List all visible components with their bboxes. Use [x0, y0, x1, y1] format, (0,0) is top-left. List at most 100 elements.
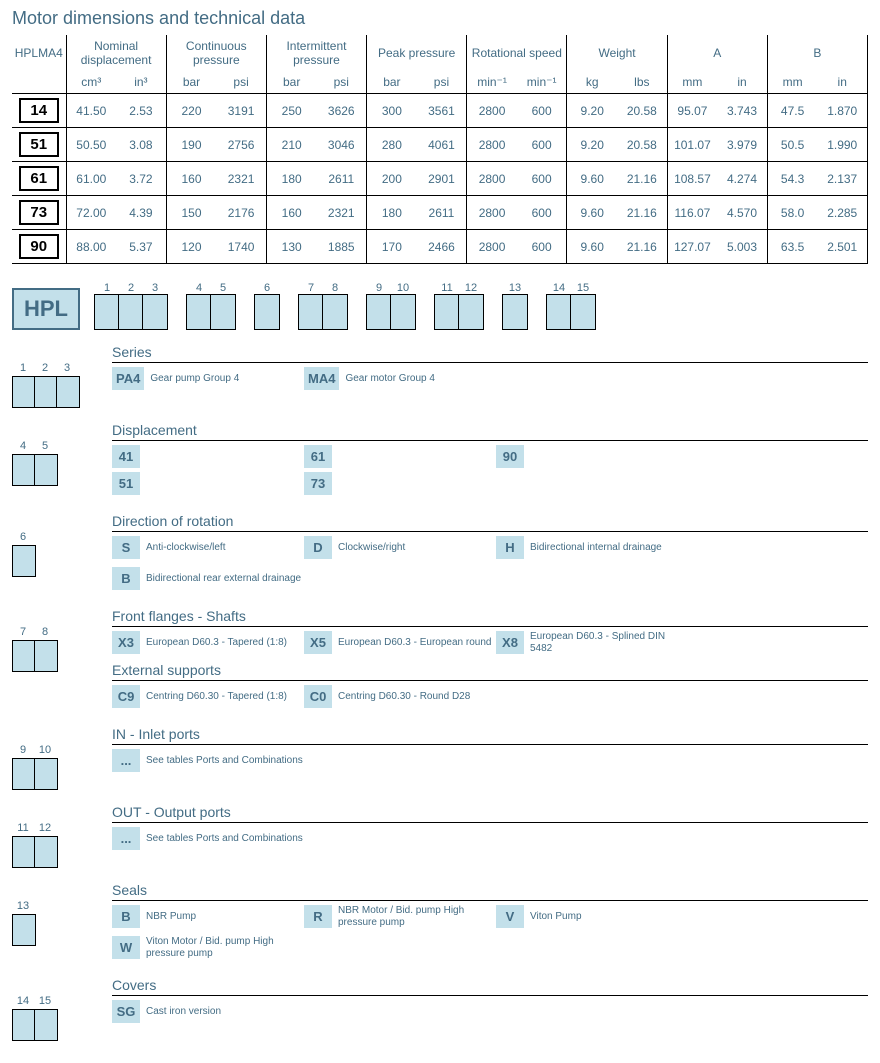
col-group: Peak pressure: [367, 35, 467, 71]
position-number: 4: [187, 282, 211, 294]
config-cell: [211, 295, 235, 329]
table-row: 6161.003.7216023211802611200290128006009…: [12, 162, 868, 196]
table-cell: 2321: [216, 162, 266, 196]
table-cell: 2176: [216, 196, 266, 230]
page-title: Motor dimensions and technical data: [12, 8, 868, 29]
option: BNBR Pump: [112, 905, 304, 928]
config-position-group: 910: [366, 282, 416, 330]
option: SAnti-clockwise/left: [112, 536, 304, 559]
option: 90: [496, 445, 688, 468]
table-cell: 2901: [417, 162, 467, 196]
table-cell: 160: [266, 196, 316, 230]
table-row: 5150.503.0819027562103046280406128006009…: [12, 128, 868, 162]
table-cell: 3.743: [717, 94, 767, 128]
option: BBidirectional rear external drainage: [112, 567, 304, 590]
position-number: 6: [255, 282, 279, 294]
table-cell: 63.5: [767, 230, 817, 264]
option-desc: Clockwise/right: [338, 542, 405, 554]
table-cell: 2800: [467, 94, 517, 128]
position-cell: [35, 759, 57, 789]
config-cell: [143, 295, 167, 329]
option-code: ...: [112, 749, 140, 772]
section-title: Series: [112, 344, 868, 363]
table-cell: 1.870: [817, 94, 867, 128]
option-code: 41: [112, 445, 140, 468]
table-cell: 21.16: [617, 162, 667, 196]
table-cell: 3.08: [116, 128, 166, 162]
table-cell: 190: [166, 128, 216, 162]
table-cell: 3626: [316, 94, 366, 128]
table-cell: 3046: [316, 128, 366, 162]
position-number: 15: [571, 282, 595, 294]
col-unit: cm³: [66, 71, 116, 94]
table-cell: 2.501: [817, 230, 867, 264]
position-number: 5: [34, 440, 56, 452]
table-cell: 9.60: [567, 230, 617, 264]
config-cell: [119, 295, 143, 329]
position-number: 4: [12, 440, 34, 452]
option-desc: Viton Motor / Bid. pump High pressure pu…: [146, 936, 304, 959]
position-number: 10: [391, 282, 415, 294]
option: ...See tables Ports and Combinations: [112, 827, 304, 850]
table-cell: 54.3: [767, 162, 817, 196]
section: 13SealsBNBR PumpRNBR Motor / Bid. pump H…: [12, 882, 868, 963]
config-position-group: 45: [186, 282, 236, 330]
table-cell: 2611: [417, 196, 467, 230]
position-number: 12: [34, 822, 56, 834]
table-cell: 50.50: [66, 128, 116, 162]
option: X8European D60.3 - Splined DIN 5482: [496, 631, 688, 654]
option-desc: European D60.3 - European round: [338, 637, 491, 649]
config-cell: [323, 295, 347, 329]
section-title: IN - Inlet ports: [112, 726, 868, 745]
section: 6Direction of rotationSAnti-clockwise/le…: [12, 513, 868, 594]
table-cell: 1740: [216, 230, 266, 264]
table-cell: 220: [166, 94, 216, 128]
option-desc: See tables Ports and Combinations: [146, 833, 303, 845]
config-cell: [435, 295, 459, 329]
config-cell: [299, 295, 323, 329]
table-cell: 2611: [316, 162, 366, 196]
config-cell: [503, 295, 527, 329]
position-number: 9: [12, 744, 34, 756]
option-desc: See tables Ports and Combinations: [146, 755, 303, 767]
col-group: A: [667, 35, 767, 71]
position-cell: [35, 1010, 57, 1040]
col-unit: psi: [316, 71, 366, 94]
section: 1112OUT - Output ports...See tables Port…: [12, 804, 868, 868]
table-cell: 180: [266, 162, 316, 196]
option: VViton Pump: [496, 905, 688, 928]
col-unit: bar: [367, 71, 417, 94]
option-code: R: [304, 905, 332, 928]
table-cell: 2.137: [817, 162, 867, 196]
model-code: 90: [19, 234, 59, 259]
option-desc: NBR Pump: [146, 911, 196, 923]
table-cell: 120: [166, 230, 216, 264]
option-code: PA4: [112, 367, 144, 390]
option-code: MA4: [304, 367, 339, 390]
table-row: 1441.502.5322031912503626300356128006009…: [12, 94, 868, 128]
config-position-group: 123: [94, 282, 168, 330]
option: HBidirectional internal drainage: [496, 536, 688, 559]
col-unit: in: [717, 71, 767, 94]
col-unit: mm: [667, 71, 717, 94]
option: 41: [112, 445, 304, 468]
table-cell: 116.07: [667, 196, 717, 230]
position-number: 11: [435, 282, 459, 294]
col-unit: bar: [166, 71, 216, 94]
section-title: Covers: [112, 977, 868, 996]
section-title: Seals: [112, 882, 868, 901]
position-number: 13: [503, 282, 527, 294]
option-desc: Viton Pump: [530, 911, 582, 923]
table-cell: 41.50: [66, 94, 116, 128]
table-cell: 3191: [216, 94, 266, 128]
table-cell: 2800: [467, 162, 517, 196]
table-cell: 72.00: [66, 196, 116, 230]
option-code: W: [112, 936, 140, 959]
table-cell: 600: [517, 128, 567, 162]
position-number: 1: [95, 282, 119, 294]
config-cell: [459, 295, 483, 329]
position-number: 1: [12, 362, 34, 374]
option-desc: Gear motor Group 4: [345, 373, 434, 385]
col-group: Nominal displacement: [66, 35, 166, 71]
table-cell: 1.990: [817, 128, 867, 162]
